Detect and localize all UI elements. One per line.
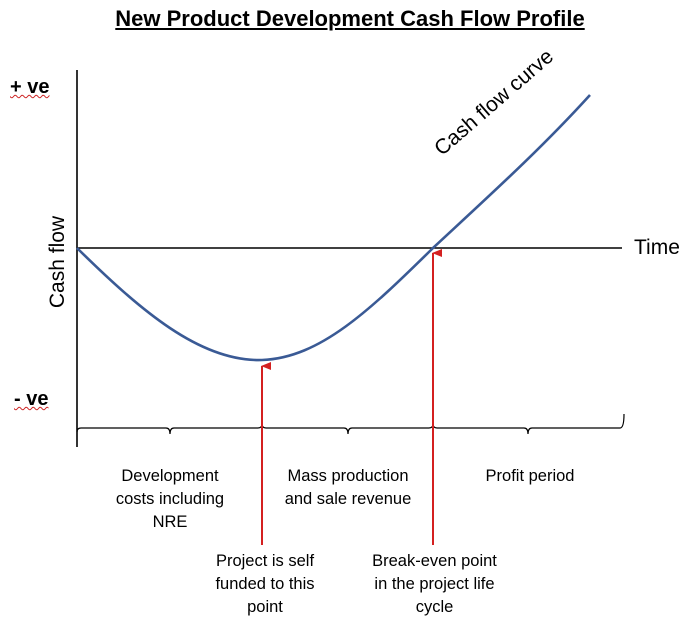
break-even-note-line: in the project life [374, 575, 495, 593]
phase-bracket [76, 413, 625, 435]
x-axis-label: Time [634, 236, 680, 259]
positive-axis-label: + ve [10, 76, 50, 98]
self-funded-note-line: Project is self [215, 552, 315, 570]
break-even-note-line: Break-even point [372, 552, 497, 570]
phase-mass-production-line: and sale revenue [284, 490, 412, 508]
phase-development-line: costs including [115, 490, 225, 508]
cash-flow-curve [76, 94, 591, 362]
phase-profit-line: Profit period [485, 467, 575, 485]
phase-mass-production: Mass production and sale revenue [268, 465, 428, 511]
self-funded-note-line: funded to this [215, 575, 315, 593]
negative-axis-label: - ve [14, 388, 49, 410]
self-funded-note: Project is self funded to this point [190, 550, 340, 619]
break-even-note: Break-even point in the project life cyc… [352, 550, 517, 619]
phase-development-line: NRE [152, 513, 188, 531]
phase-profit: Profit period [455, 465, 605, 488]
phase-development: Development costs including NRE [95, 465, 245, 534]
phase-mass-production-line: Mass production [287, 467, 409, 485]
diagram-title: New Product Development Cash Flow Profil… [115, 6, 585, 31]
self-funded-note-line: point [247, 598, 283, 616]
break-even-note-line: cycle [415, 598, 454, 616]
phase-development-line: Development [121, 467, 219, 485]
